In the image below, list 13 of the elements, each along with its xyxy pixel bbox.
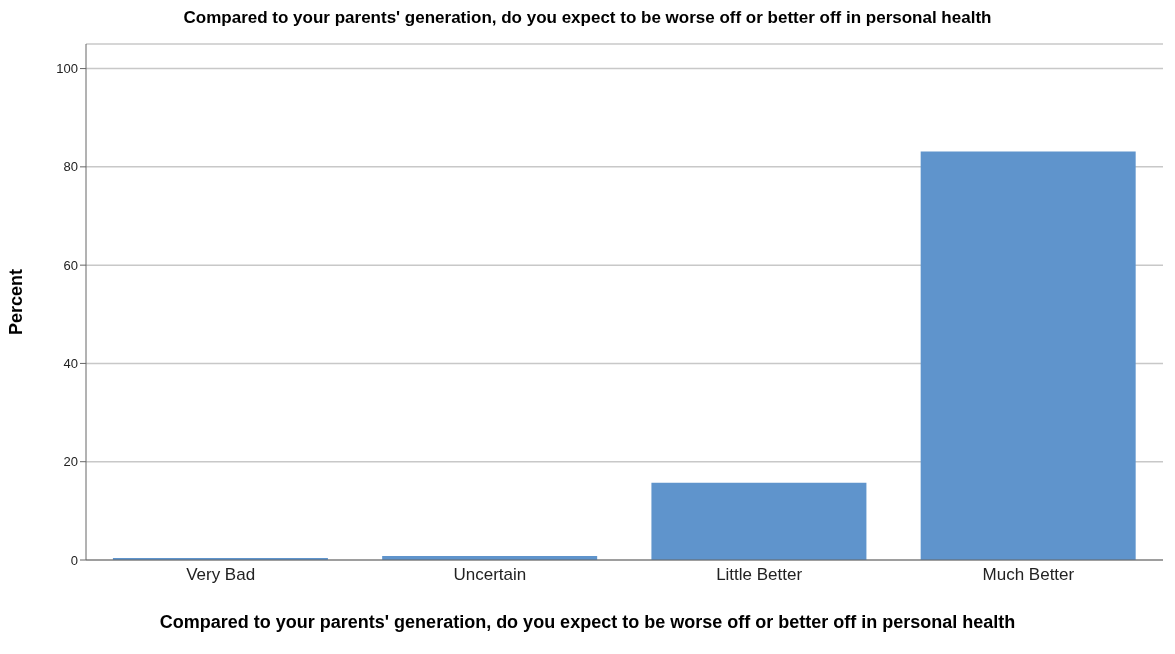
y-tick-label: 40 (63, 356, 78, 372)
x-tick-label: Very Bad (186, 565, 256, 585)
x-tick-label: Much Better (982, 565, 1075, 585)
x-axis-title: Compared to your parents' generation, do you expect to be worse off or better off in personal health (158, 612, 1017, 633)
chart-title: Compared to your parents' generation, do you expect to be worse off or better off in personal health (182, 8, 993, 29)
y-axis-title: Percent (6, 268, 27, 336)
x-tick-label: Uncertain (453, 565, 527, 585)
y-tick-label: 100 (56, 61, 78, 77)
y-tick-label: 20 (63, 454, 78, 470)
y-tick-label: 60 (63, 257, 78, 273)
x-tick-label: Little Better (716, 565, 803, 585)
y-tick-label: 0 (70, 552, 78, 568)
y-tick-label: 80 (63, 159, 78, 175)
